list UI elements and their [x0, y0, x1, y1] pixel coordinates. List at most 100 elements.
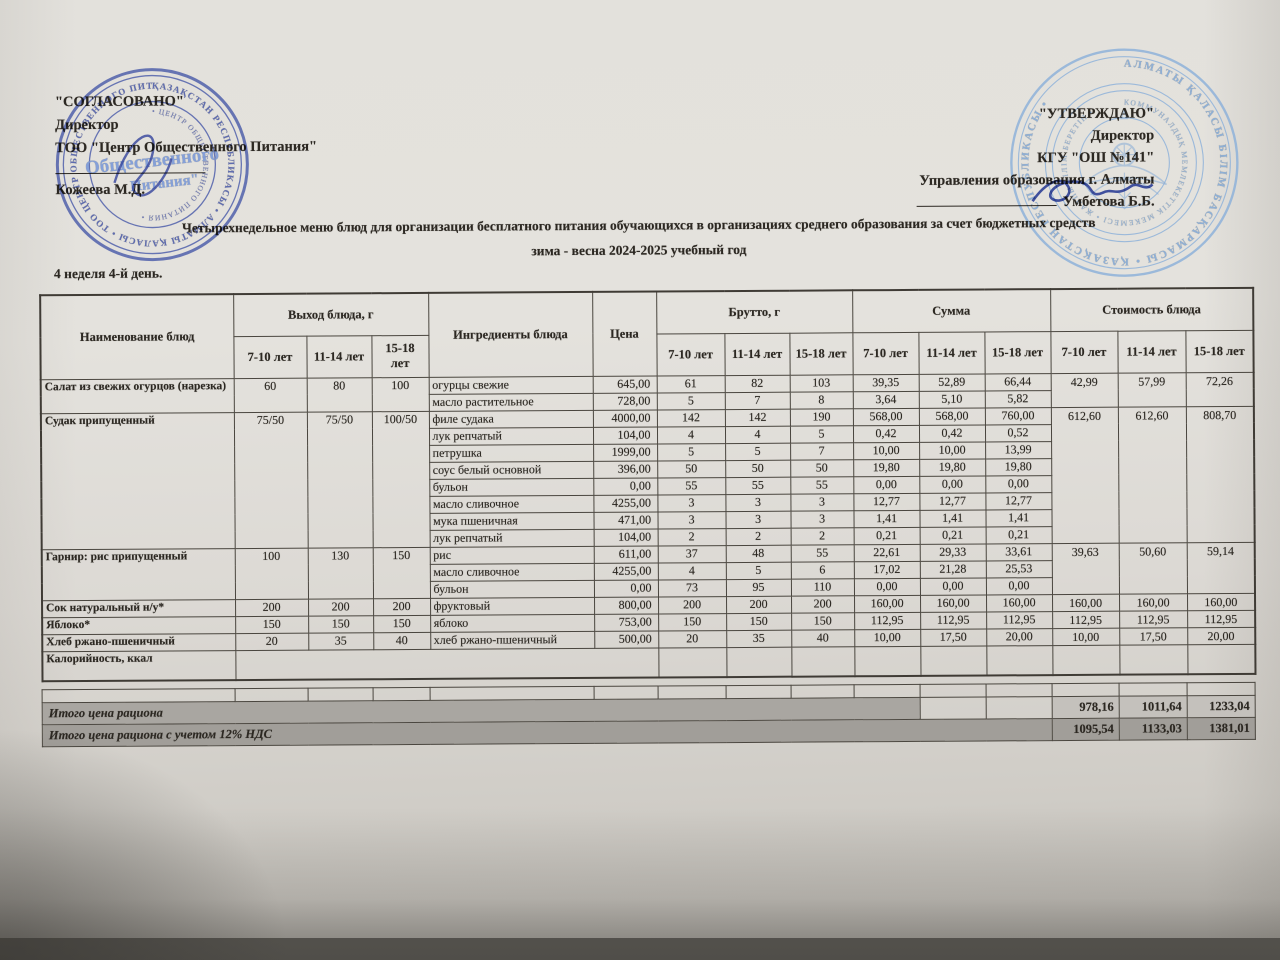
dish-output-value: 75/50: [306, 411, 373, 548]
sum-value: 12,77: [985, 492, 1052, 510]
totals-vat-value: 1133,03: [1119, 717, 1188, 741]
ingredient-name: масло сливочное: [429, 562, 594, 581]
ingredient-name: лук репчатый: [429, 528, 594, 547]
sum-value: 0,00: [853, 577, 921, 596]
ingredient-name: соус белый основной: [429, 460, 594, 479]
dish-output-value: 200: [235, 598, 309, 617]
totals-value: 1233,04: [1187, 695, 1256, 718]
dish-cost-value: 612,60: [1050, 406, 1119, 544]
spacer-cell: [986, 683, 1053, 697]
sum-value: 20,00: [986, 628, 1053, 646]
ingredient-price: 645,00: [592, 375, 657, 393]
col-header-age: 11-14 лет: [724, 332, 790, 376]
ingredient-name: мука пшеничная: [429, 511, 594, 530]
dish-output-value: 100/50: [371, 410, 430, 548]
spacer-cell: [594, 686, 659, 700]
brutto-value: 73: [657, 579, 727, 597]
brutto-value: 5: [725, 561, 791, 580]
approval-left-title: "СОГЛАСОВАНО": [54, 93, 185, 111]
sum-value: 10,00: [853, 441, 920, 460]
approval-left-name: Кожеева М.Д.: [55, 181, 146, 199]
brutto-value: 3: [725, 510, 791, 529]
dish-cost-value: 160,00: [1119, 593, 1188, 611]
spacer-cell: [920, 683, 987, 698]
dish-cost-value: 160,00: [1187, 592, 1256, 611]
sum-value: 19,80: [853, 458, 920, 477]
sum-value: 0,42: [852, 424, 920, 443]
dish-cost-value: 112,95: [1052, 610, 1120, 629]
dish-cost-value: 39,63: [1051, 542, 1120, 595]
sum-value: 0,00: [985, 475, 1052, 493]
calories-empty-cell: [1052, 644, 1120, 676]
sum-value: 19,80: [985, 458, 1052, 476]
approval-left-org: ТОО "Центр Общественного Питания": [55, 138, 318, 157]
brutto-value: 142: [656, 409, 725, 427]
calories-empty-cell: [854, 645, 921, 677]
spacer-cell: [726, 685, 792, 699]
brutto-value: 4: [724, 425, 791, 444]
sum-value: 0,00: [919, 577, 987, 595]
totals-empty-cell: [986, 696, 1053, 719]
dish-output-value: 200: [373, 597, 431, 616]
document-title-line2: зима - весна 2024-2025 учебный год: [531, 241, 747, 259]
sum-value: 33,61: [985, 543, 1052, 561]
spacer-cell: [854, 684, 921, 698]
col-header-output: Выход блюда, г: [233, 292, 429, 337]
signature-line-left: [55, 159, 206, 175]
brutto-value: 4: [656, 426, 726, 444]
dish-cost-value: 72,26: [1185, 371, 1254, 407]
dish-output-value: 60: [233, 377, 307, 413]
sum-value: 17,50: [920, 628, 987, 646]
sum-value: 568,00: [918, 407, 985, 425]
ingredient-price: 753,00: [594, 613, 659, 631]
ingredient-price: 500,00: [594, 630, 659, 648]
calories-empty-cell: [1119, 644, 1188, 675]
document-title: Четырехнедельное меню блюд для организац…: [39, 214, 1239, 262]
totals-value: 978,16: [1052, 696, 1120, 719]
col-header-price: Цена: [592, 291, 657, 376]
sum-value: 160,00: [920, 594, 987, 612]
sum-value: 19,80: [919, 458, 986, 476]
spacer-cell: [1119, 682, 1188, 697]
signature-right-squiggle-icon: [1031, 179, 1154, 202]
sum-value: 22,61: [853, 543, 920, 562]
dish-name: Салат из свежих огурцов (нарезка): [40, 378, 234, 414]
menu-table: Наименование блюд Выход блюда, г Ингредиен…: [39, 286, 1257, 683]
approval-left-role: Директор: [55, 116, 119, 134]
calories-row: Калорийность, ккал: [42, 643, 1256, 682]
approval-block-left: "СОГЛАСОВАНО" Директор ТОО "Центр Общест…: [55, 90, 318, 203]
col-header-age: 15-18 лет: [984, 331, 1051, 374]
spacer-cell: [430, 686, 595, 701]
brutto-value: 5: [657, 443, 726, 461]
brutto-value: 200: [791, 595, 855, 613]
brutto-value: 35: [726, 629, 792, 648]
brutto-value: 5: [725, 442, 791, 461]
dish-output-value: 20: [235, 632, 309, 651]
brutto-value: 7: [790, 442, 854, 460]
col-header-age: 15-18 лет: [789, 332, 853, 375]
spacer-cell: [308, 687, 374, 702]
ingredient-price: 800,00: [594, 596, 659, 614]
sum-value: 568,00: [852, 407, 919, 426]
dish-name: Яблоко*: [42, 616, 236, 635]
dish-cost-value: 42,99: [1050, 372, 1118, 408]
sum-value: 760,00: [984, 407, 1051, 425]
calories-empty-cell: [1187, 643, 1256, 675]
spacer-cell: [235, 688, 309, 702]
brutto-value: 200: [658, 596, 727, 614]
dish-cost-value: 20,00: [1187, 626, 1256, 645]
sum-value: 5,82: [984, 390, 1051, 408]
approval-right-role: Директор: [1090, 127, 1155, 144]
brutto-value: 95: [725, 578, 792, 597]
brutto-value: 55: [725, 476, 791, 495]
col-header-age: 11-14 лет: [918, 331, 985, 374]
dish-cost-value: 112,95: [1119, 610, 1188, 628]
dish-cost-value: 160,00: [1052, 593, 1120, 612]
sum-value: 0,00: [853, 475, 920, 494]
ingredient-name: лук репчатый: [428, 426, 594, 445]
col-header-age: 11-14 лет: [1117, 330, 1186, 373]
sum-value: 112,95: [854, 611, 921, 630]
sum-value: 10,00: [854, 628, 921, 647]
sum-value: 5,10: [918, 390, 985, 408]
col-header-age: 7-10 лет: [233, 335, 307, 379]
